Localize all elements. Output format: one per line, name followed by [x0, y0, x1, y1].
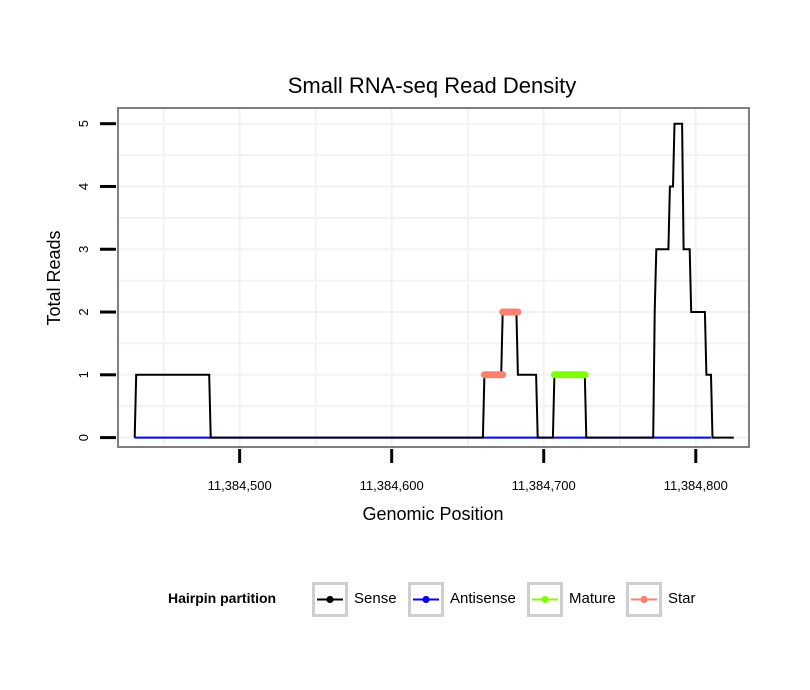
plot-border: [117, 107, 750, 448]
y-tick-label: 4: [76, 183, 91, 190]
legend-title: Hairpin partition: [168, 590, 276, 606]
x-tick-label: 11,384,800: [664, 478, 728, 493]
y-tick-label: 3: [76, 246, 91, 253]
y-tick-label: 1: [76, 371, 91, 378]
series-layer: [133, 122, 734, 439]
legend-key-dot: [422, 595, 430, 604]
axes: 11,384,500 11,384,600 11,384,700 11,384,800…: [76, 120, 728, 493]
x-tick-label: 11,384,700: [512, 478, 576, 493]
chart-title: Small RNA-seq Read Density: [288, 73, 577, 98]
y-tick-label: 5: [76, 120, 91, 127]
plot-panel: [118, 108, 749, 447]
x-axis-label: Genomic Position: [362, 504, 503, 524]
x-tick-label: 11,384,500: [208, 478, 272, 493]
legend-key-dot: [541, 595, 549, 604]
legend-key-dot: [640, 595, 648, 604]
legend-label: Mature: [569, 590, 616, 607]
x-tick-label: 11,384,600: [360, 478, 424, 493]
legend-label: Antisense: [450, 590, 516, 607]
legend-label: Sense: [354, 590, 397, 607]
y-tick-label: 2: [76, 308, 91, 315]
y-tick-label: 0: [76, 434, 91, 441]
legend-label: Star: [668, 590, 696, 607]
y-axis-label: Total Reads: [44, 230, 64, 325]
grid-lines: [118, 108, 749, 447]
legend: Sense Antisense Mature Star: [312, 582, 696, 617]
legend-key-dot: [326, 595, 334, 604]
